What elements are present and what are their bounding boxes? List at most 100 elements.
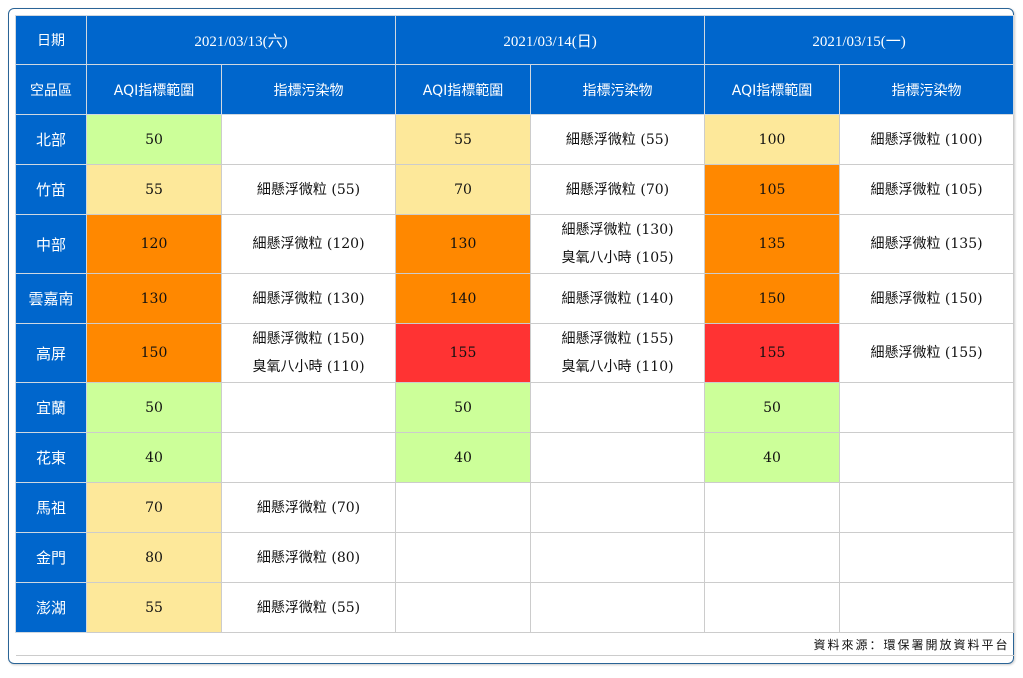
pollutant-cell: [220, 114, 397, 165]
region-cell: 中部: [15, 214, 87, 274]
aqi-value-cell: 50: [86, 114, 222, 165]
table-row: 宜蘭 50 50 50: [15, 382, 1015, 433]
pollutant-cell: 細懸浮微粒 (55): [530, 114, 706, 165]
pollutant-cell: [839, 582, 1015, 633]
aqi-value-cell: 50: [704, 382, 841, 433]
pollutant-text: 細懸浮微粒 (155): [561, 331, 674, 347]
pollutant-cell: 細懸浮微粒 (70): [530, 164, 706, 215]
aqi-value-cell: 40: [395, 432, 532, 483]
table-row: 花東 40 40 40: [15, 432, 1015, 483]
date-header-row: 日期 2021/03/13(六) 2021/03/14(日) 2021/03/1…: [15, 15, 1015, 65]
pollutant-cell: [839, 482, 1015, 533]
aqi-value-cell: 140: [395, 273, 532, 324]
region-cell: 竹苗: [15, 164, 87, 215]
pollutant-cell: 細懸浮微粒 (140): [530, 273, 706, 324]
pollutant-cell: [530, 432, 706, 483]
region-cell: 高屏: [15, 323, 87, 383]
aqi-value-cell: 105: [704, 164, 841, 215]
pollutant-text: 細懸浮微粒 (135): [870, 236, 983, 252]
pollutant-text: 細懸浮微粒 (140): [561, 290, 674, 307]
aqi-value-cell: 40: [704, 432, 841, 483]
region-cell: 花東: [15, 432, 87, 483]
table-row: 雲嘉南 130 細懸浮微粒 (130) 140 細懸浮微粒 (140) 150 細懸浮微粒 …: [15, 273, 1015, 324]
table-body: 北部 50 55 細懸浮微粒 (55) 100 細懸浮微粒 (100) 竹苗 55 細懸浮微粒 …: [15, 114, 1015, 633]
pollutant-text: 細懸浮微粒 (105): [870, 181, 983, 198]
pollutant-text: 臭氧八小時 (110): [561, 359, 674, 375]
aqi-value-cell: 70: [86, 482, 222, 533]
aqi-value-cell: 70: [395, 164, 532, 215]
region-cell: 馬祖: [15, 482, 87, 533]
aqi-value-cell: 130: [395, 214, 532, 274]
pollutant-text: 細懸浮微粒 (100): [870, 131, 983, 148]
aqi-value-cell: 155: [704, 323, 841, 383]
aqi-value-cell: 80: [86, 532, 222, 583]
column-header-row: 空品區 AQI指標範圍 指標污染物 AQI指標範圍 指標污染物 AQI指標範圍 …: [15, 64, 1015, 115]
pollutant-cell: 細懸浮微粒 (155) 臭氧八小時 (110): [530, 323, 706, 383]
pollutant-header: 指標污染物: [220, 64, 397, 115]
aqi-value-cell: 130: [86, 273, 222, 324]
aqi-header: AQI指標範圍: [395, 64, 532, 115]
pollutant-text: 細懸浮微粒 (120): [252, 236, 365, 252]
aqi-value-cell: 55: [86, 582, 222, 633]
aqi-value-cell: [395, 482, 532, 533]
pollutant-text: 細懸浮微粒 (150): [252, 331, 365, 347]
pollutant-text: 細懸浮微粒 (130): [561, 222, 674, 238]
pollutant-cell: 細懸浮微粒 (55): [220, 582, 397, 633]
pollutant-cell: 細懸浮微粒 (135): [839, 214, 1015, 274]
data-source-note: 資料來源：環保署開放資料平台: [15, 632, 1014, 656]
pollutant-cell: 細懸浮微粒 (150): [839, 273, 1015, 324]
pollutant-text: 細懸浮微粒 (155): [870, 345, 983, 361]
aqi-value-cell: 155: [395, 323, 532, 383]
pollutant-text: 細懸浮微粒 (130): [252, 290, 365, 307]
date-header: 2021/03/14(日): [395, 15, 706, 65]
pollutant-cell: 細懸浮微粒 (150) 臭氧八小時 (110): [220, 323, 397, 383]
aqi-forecast-table: 日期 2021/03/13(六) 2021/03/14(日) 2021/03/1…: [15, 15, 1015, 656]
aqi-value-cell: [704, 482, 841, 533]
aqi-value-cell: [704, 532, 841, 583]
table-row: 高屏 150 細懸浮微粒 (150) 臭氧八小時 (110) 155 細懸浮微粒 (155…: [15, 323, 1015, 383]
aqi-value-cell: 100: [704, 114, 841, 165]
pollutant-cell: 細懸浮微粒 (130): [220, 273, 397, 324]
aqi-value-cell: 120: [86, 214, 222, 274]
pollutant-cell: [530, 582, 706, 633]
pollutant-text: 臭氧八小時 (110): [252, 359, 365, 375]
pollutant-cell: [220, 432, 397, 483]
pollutant-cell: 細懸浮微粒 (105): [839, 164, 1015, 215]
aqi-value-cell: 135: [704, 214, 841, 274]
pollutant-header: 指標污染物: [839, 64, 1015, 115]
pollutant-text: 細懸浮微粒 (55): [256, 599, 361, 616]
table-row: 中部 120 細懸浮微粒 (120) 130 細懸浮微粒 (130) 臭氧八小時 (105…: [15, 214, 1015, 274]
pollutant-cell: 細懸浮微粒 (55): [220, 164, 397, 215]
region-cell: 金門: [15, 532, 87, 583]
table-row: 竹苗 55 細懸浮微粒 (55) 70 細懸浮微粒 (70) 105 細懸浮微粒 (105): [15, 164, 1015, 215]
aqi-value-cell: 150: [704, 273, 841, 324]
pollutant-cell: 細懸浮微粒 (155): [839, 323, 1015, 383]
aqi-value-cell: 55: [395, 114, 532, 165]
pollutant-text: 細懸浮微粒 (150): [870, 290, 983, 307]
date-label-header: 日期: [15, 15, 87, 65]
pollutant-cell: 細懸浮微粒 (70): [220, 482, 397, 533]
region-cell: 北部: [15, 114, 87, 165]
pollutant-text: 細懸浮微粒 (70): [256, 499, 361, 516]
aqi-value-cell: 150: [86, 323, 222, 383]
pollutant-cell: 細懸浮微粒 (130) 臭氧八小時 (105): [530, 214, 706, 274]
aqi-value-cell: [704, 582, 841, 633]
date-header: 2021/03/15(一): [704, 15, 1015, 65]
aqi-header: AQI指標範圍: [86, 64, 222, 115]
aqi-header: AQI指標範圍: [704, 64, 841, 115]
region-cell: 雲嘉南: [15, 273, 87, 324]
pollutant-text: 細懸浮微粒 (55): [565, 131, 670, 148]
aqi-value-cell: 50: [395, 382, 532, 433]
pollutant-text: 細懸浮微粒 (55): [256, 181, 361, 198]
footer-row: 資料來源：環保署開放資料平台: [15, 632, 1014, 656]
table-row: 北部 50 55 細懸浮微粒 (55) 100 細懸浮微粒 (100): [15, 114, 1015, 165]
region-label-header: 空品區: [15, 64, 87, 115]
aqi-value-cell: [395, 532, 532, 583]
pollutant-cell: [530, 532, 706, 583]
pollutant-cell: [839, 382, 1015, 433]
date-header: 2021/03/13(六): [85, 15, 397, 65]
pollutant-text: 細懸浮微粒 (70): [565, 181, 670, 198]
pollutant-cell: [530, 382, 706, 433]
region-cell: 澎湖: [15, 582, 87, 633]
aqi-value-cell: 40: [86, 432, 222, 483]
